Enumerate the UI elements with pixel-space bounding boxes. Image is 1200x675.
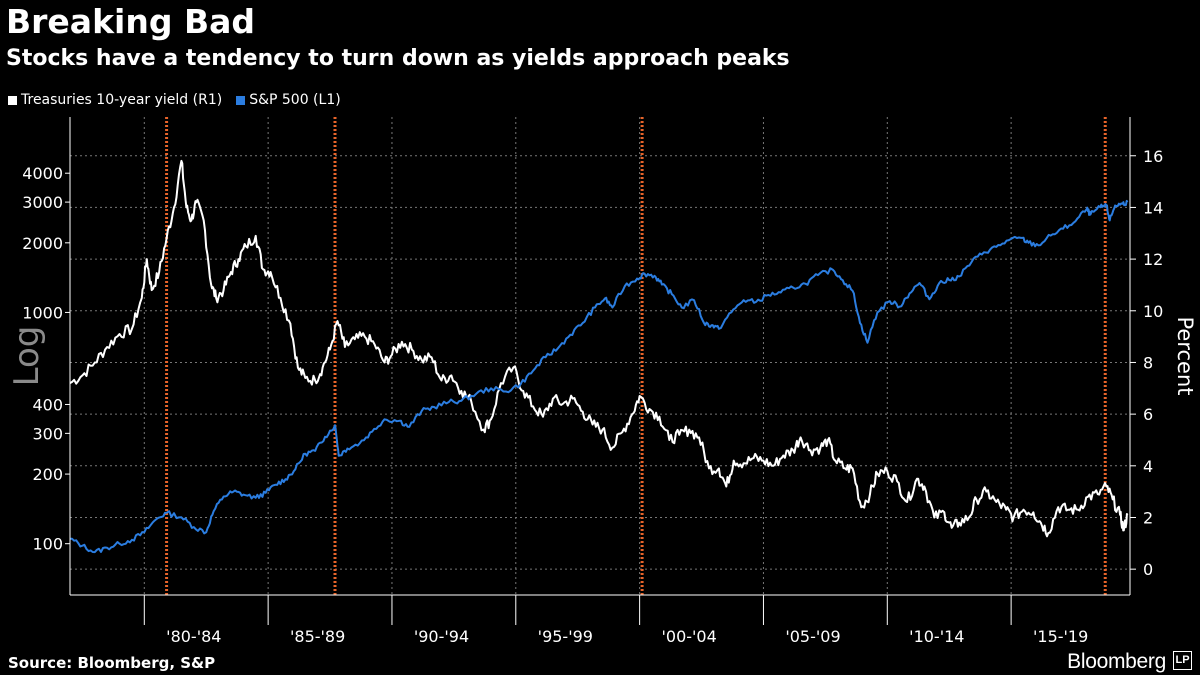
legend-item-spx: S&P 500 (L1) [236,92,341,108]
legend: Treasuries 10-year yield (R1) S&P 500 (L… [8,92,341,108]
left-tick-label: 300 [32,424,63,443]
right-tick-label: 10 [1143,302,1163,321]
grid [70,117,1130,595]
right-axis-title: Percent [1173,316,1197,395]
series-line-spx [70,199,1129,554]
x-tick-label: '05-'09 [785,627,840,646]
legend-label-yield: Treasuries 10-year yield (R1) [21,92,223,108]
left-tick-label: 200 [32,465,63,484]
left-tick-label: 1000 [22,303,63,322]
left-tick-label: 400 [32,395,63,414]
x-tick-label: '95-'99 [538,627,593,646]
axes: '80-'84 '85-'89 '90-'94 '95-'99 '00-'04 '05-'… [7,117,1197,646]
legend-swatch-spx [236,95,246,105]
left-tick-label: 100 [32,535,63,554]
right-tick-label: 16 [1143,147,1163,166]
series-lines [69,159,1129,554]
lp-logo-icon: LP [1173,651,1192,670]
legend-label-spx: S&P 500 (L1) [249,92,341,108]
right-tick-label: 0 [1143,560,1153,579]
bloomberg-logo: Bloomberg [1067,650,1166,673]
left-axis-title: Log [7,326,47,387]
chart-subtitle: Stocks have a tendency to turn down as y… [6,46,790,71]
right-tick-label: 4 [1143,457,1153,476]
x-tick-label: '00-'04 [662,627,717,646]
right-tick-label: 6 [1143,405,1153,424]
left-tick-label: 3000 [22,193,63,212]
x-tick-label: '85-'89 [290,627,345,646]
left-tick-label: 2000 [22,234,63,253]
left-tick-label: 4000 [22,164,63,183]
right-tick-label: 8 [1143,353,1153,372]
x-tick-label: '80-'84 [166,627,221,646]
legend-item-yield: Treasuries 10-year yield (R1) [8,92,222,108]
x-tick-label: '90-'94 [414,627,469,646]
right-tick-label: 2 [1143,508,1153,527]
legend-swatch-yield [8,95,17,105]
source-note: Source: Bloomberg, S&P [8,654,216,672]
chart-title: Breaking Bad [6,2,255,41]
right-tick-label: 12 [1143,250,1163,269]
series-line-yield [69,159,1129,538]
right-tick-label: 14 [1143,198,1163,217]
x-tick-label: '10-'14 [909,627,964,646]
x-tick-label: '15-'19 [1033,627,1088,646]
